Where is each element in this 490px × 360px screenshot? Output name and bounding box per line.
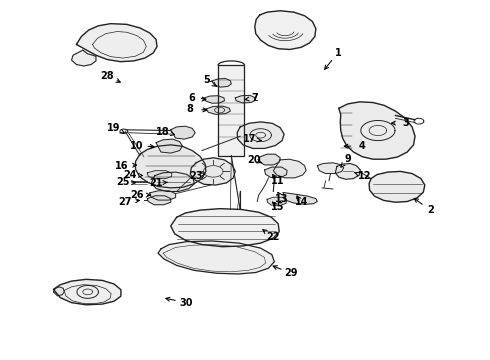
Text: 10: 10 bbox=[130, 140, 143, 150]
Text: 23: 23 bbox=[190, 171, 203, 181]
Text: 8: 8 bbox=[187, 104, 194, 114]
Polygon shape bbox=[212, 78, 231, 87]
Text: 24: 24 bbox=[123, 170, 137, 180]
Text: 22: 22 bbox=[267, 232, 280, 242]
Polygon shape bbox=[283, 193, 318, 204]
Polygon shape bbox=[151, 172, 194, 192]
Text: 15: 15 bbox=[270, 202, 284, 212]
Text: 2: 2 bbox=[427, 206, 434, 216]
Polygon shape bbox=[255, 11, 316, 49]
Text: 3: 3 bbox=[403, 118, 410, 128]
Text: 29: 29 bbox=[285, 268, 298, 278]
Text: 16: 16 bbox=[115, 161, 128, 171]
Text: 4: 4 bbox=[359, 141, 366, 151]
Polygon shape bbox=[335, 163, 360, 179]
Polygon shape bbox=[273, 159, 306, 178]
Text: 5: 5 bbox=[203, 75, 210, 85]
Polygon shape bbox=[147, 171, 172, 179]
Polygon shape bbox=[267, 197, 287, 206]
Polygon shape bbox=[72, 50, 96, 66]
Polygon shape bbox=[190, 158, 235, 185]
Text: 6: 6 bbox=[188, 93, 195, 103]
Polygon shape bbox=[147, 196, 171, 205]
Text: 12: 12 bbox=[358, 171, 371, 181]
Polygon shape bbox=[318, 163, 343, 174]
Polygon shape bbox=[171, 126, 195, 139]
Text: 9: 9 bbox=[344, 154, 351, 164]
Text: 13: 13 bbox=[275, 194, 289, 204]
Text: 11: 11 bbox=[270, 176, 284, 186]
Polygon shape bbox=[369, 171, 425, 202]
Polygon shape bbox=[53, 279, 121, 305]
Polygon shape bbox=[171, 209, 279, 247]
Text: 21: 21 bbox=[149, 178, 163, 188]
Text: 28: 28 bbox=[100, 71, 114, 81]
Polygon shape bbox=[218, 65, 244, 156]
Polygon shape bbox=[150, 191, 175, 200]
Text: 19: 19 bbox=[107, 123, 121, 132]
Polygon shape bbox=[156, 139, 182, 153]
Text: 17: 17 bbox=[243, 134, 257, 144]
Polygon shape bbox=[53, 287, 64, 296]
Polygon shape bbox=[237, 122, 284, 148]
Text: 30: 30 bbox=[180, 298, 193, 308]
Polygon shape bbox=[206, 106, 230, 114]
Text: 25: 25 bbox=[116, 177, 129, 187]
Polygon shape bbox=[339, 102, 415, 159]
Text: 7: 7 bbox=[251, 93, 258, 103]
Polygon shape bbox=[203, 96, 224, 103]
Text: 26: 26 bbox=[130, 190, 143, 200]
Polygon shape bbox=[158, 241, 274, 274]
Polygon shape bbox=[76, 24, 157, 62]
Text: 1: 1 bbox=[335, 48, 341, 58]
Text: 27: 27 bbox=[119, 197, 132, 207]
Text: 14: 14 bbox=[294, 197, 308, 207]
Polygon shape bbox=[235, 95, 255, 103]
Text: 20: 20 bbox=[247, 155, 261, 165]
Polygon shape bbox=[136, 145, 206, 188]
Polygon shape bbox=[260, 154, 280, 165]
Text: 18: 18 bbox=[156, 127, 170, 137]
Polygon shape bbox=[265, 167, 287, 177]
